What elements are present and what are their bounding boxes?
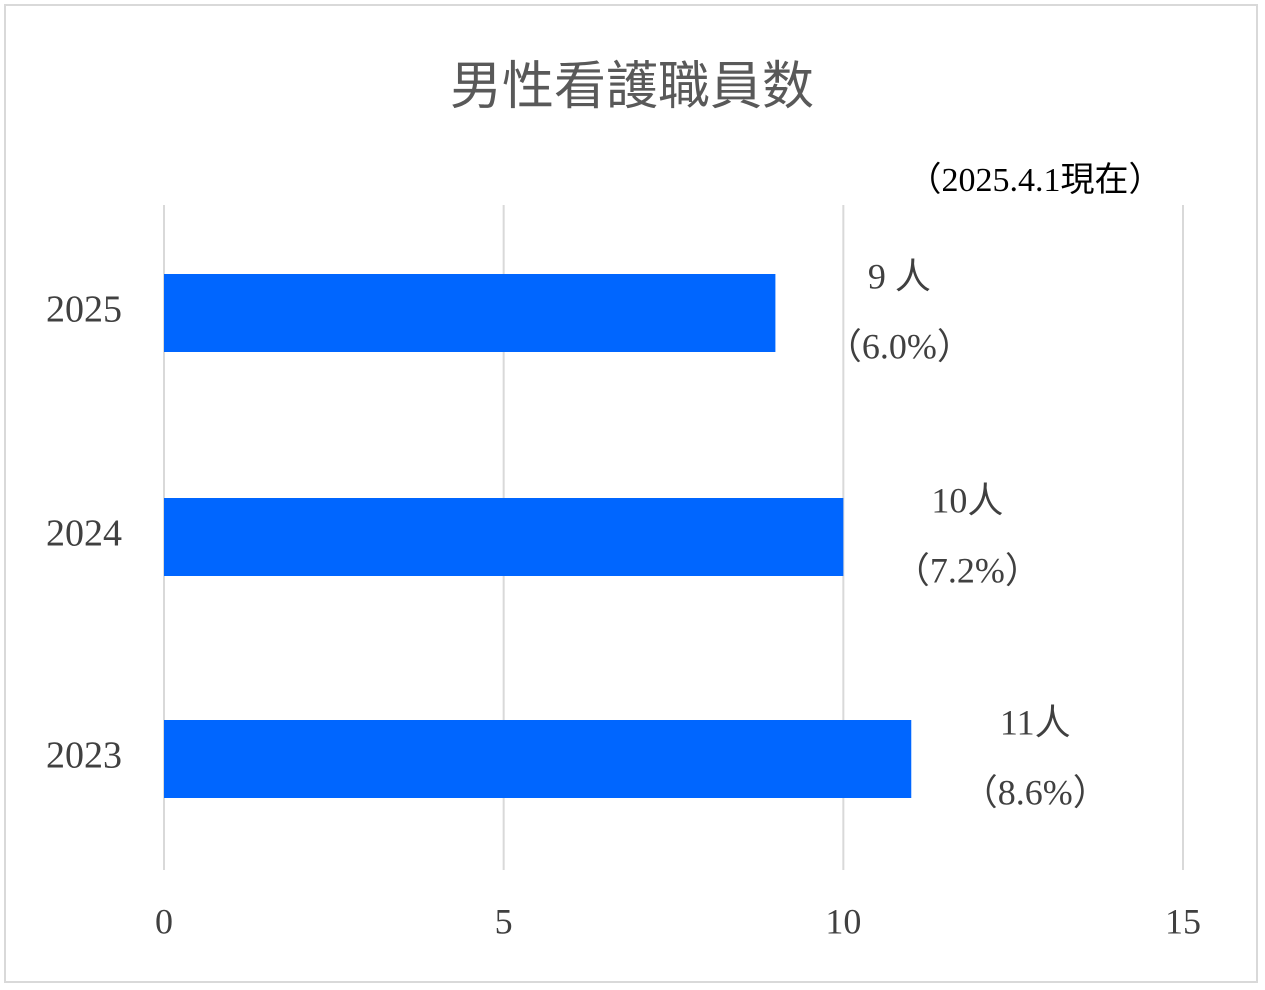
x-tick-label: 5	[495, 901, 513, 941]
share-label: （6.0%）	[826, 326, 973, 366]
data-label: 11人	[1000, 702, 1071, 742]
chart-frame	[4, 4, 1258, 983]
y-tick-label: 2023	[46, 735, 122, 777]
share-label: （8.6%）	[962, 772, 1109, 812]
bar	[164, 498, 844, 576]
y-tick-label: 2024	[46, 513, 122, 555]
data-label: 9 人	[868, 256, 931, 296]
bar	[164, 720, 912, 798]
x-tick-label: 15	[1165, 901, 1201, 941]
y-tick-label: 2025	[46, 289, 122, 331]
chart-subtitle: （2025.4.1現在）	[908, 161, 1163, 199]
data-label: 10人	[931, 480, 1003, 520]
share-label: （7.2%）	[894, 550, 1041, 590]
bar	[164, 274, 776, 352]
x-tick-label: 0	[155, 901, 173, 941]
chart-title: 男性看護職員数	[450, 59, 814, 116]
x-tick-label: 10	[825, 901, 861, 941]
